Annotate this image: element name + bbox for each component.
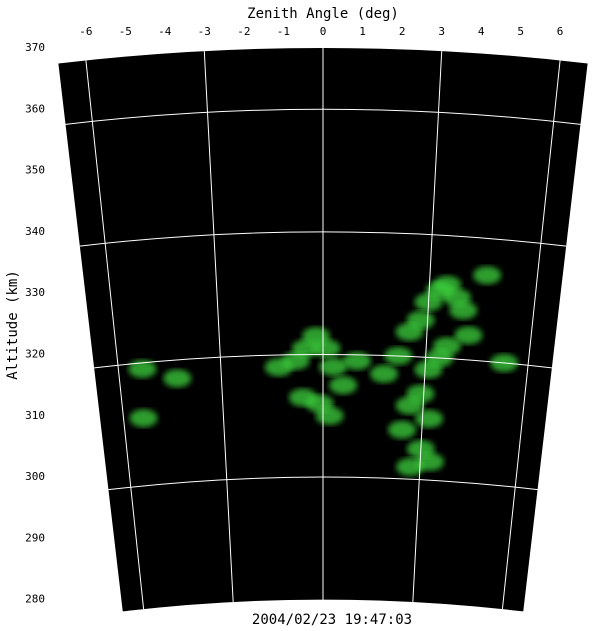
x-tick-label: 0 (320, 25, 327, 38)
y-tick-label: 360 (25, 102, 45, 115)
timestamp: 2004/02/23 19:47:03 (252, 612, 412, 628)
grid-line-arc (65, 108, 581, 125)
echo-patch (449, 301, 478, 320)
y-tick-label: 280 (25, 593, 45, 606)
echo-patch (343, 351, 372, 370)
y-tick-label: 370 (25, 41, 45, 54)
y-axis-label: Altitude (km) (5, 270, 21, 380)
echo-patch (319, 357, 348, 376)
echo-patch (388, 420, 417, 439)
y-tick-label: 330 (25, 286, 45, 299)
echo-patch (329, 376, 358, 395)
grid-line-radial (501, 60, 561, 610)
grid-line-arc (108, 476, 538, 491)
x-tick-label: 1 (359, 25, 366, 38)
x-tick-label: 3 (438, 25, 445, 38)
grid-line-radial (85, 60, 145, 610)
x-tick-label: 2 (399, 25, 406, 38)
echo-patch (370, 364, 399, 383)
y-tick-label: 310 (25, 409, 45, 422)
y-tick-label: 350 (25, 164, 45, 177)
grid-line-arc (94, 354, 552, 369)
x-tick-label: -2 (237, 25, 250, 38)
echo-patch (395, 396, 424, 415)
echo-patch (128, 359, 157, 378)
y-tick-label: 340 (25, 225, 45, 238)
echo-patch (315, 406, 344, 425)
x-tick-label: -4 (158, 25, 172, 38)
grid-line-radial (412, 51, 443, 603)
echo-patch (415, 409, 444, 428)
x-tick-label: 5 (517, 25, 524, 38)
echo-patch (129, 409, 158, 428)
echo-patch (454, 326, 483, 345)
y-tick-label: 290 (25, 531, 45, 544)
echo-patch (415, 452, 444, 471)
x-tick-label: 4 (478, 25, 485, 38)
y-tick-label: 320 (25, 348, 45, 361)
x-tick-label: -6 (79, 25, 92, 38)
x-tick-label: -3 (198, 25, 211, 38)
x-tick-label: 6 (557, 25, 564, 38)
grid-line-radial (203, 51, 234, 603)
chart-title: Zenith Angle (deg) (247, 6, 399, 22)
x-tick-label: -5 (119, 25, 132, 38)
grid-line-arc (79, 231, 567, 247)
y-tick-label: 300 (25, 470, 45, 483)
echo-patch (473, 266, 502, 285)
echo-patch (312, 339, 341, 358)
echo-patch (406, 311, 435, 330)
echo-patch (432, 337, 461, 356)
echo-patch (163, 369, 192, 388)
x-tick-label: -1 (277, 25, 290, 38)
